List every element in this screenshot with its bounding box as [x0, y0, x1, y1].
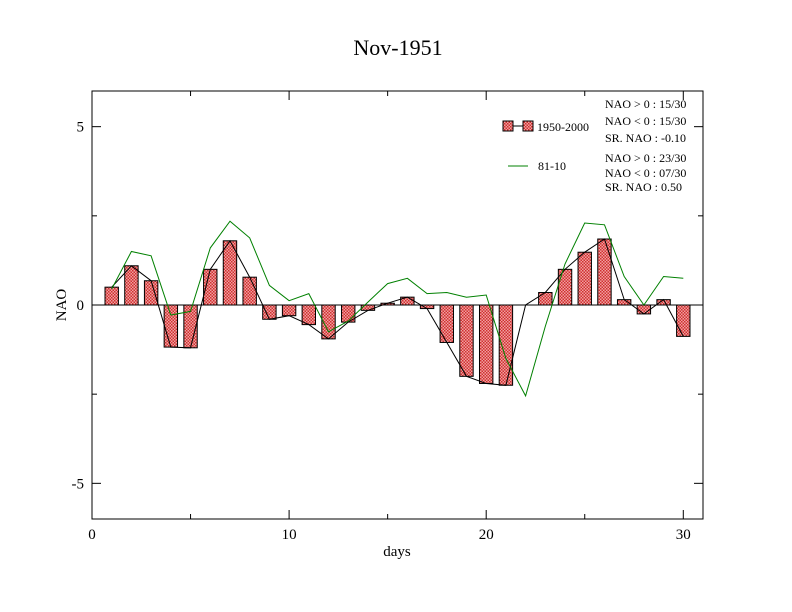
legend-bar-swatch-left — [502, 120, 514, 132]
stats-81-10: NAO > 0 : 23/30 NAO < 0 : 07/30 SR. NAO … — [605, 151, 686, 194]
axis-ticks: 0 10 20 30 -5 0 5 — [72, 91, 703, 543]
bar-day-14 — [360, 304, 376, 311]
x-tick-label: 10 — [282, 527, 297, 543]
y-tick-label: -5 — [72, 476, 85, 492]
bar-day-20 — [478, 304, 494, 384]
bar-day-23 — [538, 292, 553, 306]
x-axis-label: days — [383, 544, 411, 560]
bar-day-18 — [439, 304, 454, 343]
legend-bar-swatch-right — [522, 120, 534, 132]
bar-day-9 — [262, 304, 277, 320]
bar-day-3 — [143, 280, 159, 306]
stats-sr-nao: SR. NAO : 0.50 — [605, 180, 682, 194]
bar-day-19 — [459, 304, 474, 377]
x-tick-label: 30 — [676, 527, 691, 543]
x-tick-label: 0 — [88, 527, 96, 543]
bar-day-1 — [104, 286, 119, 306]
bar-day-10 — [281, 304, 297, 317]
stats-positive-count: NAO > 0 : 23/30 — [605, 151, 686, 165]
bar-day-11 — [301, 304, 317, 326]
legend: 1950-2000 81-10 NAO > 0 : 15/30 NAO < 0 … — [502, 97, 686, 194]
legend-label-1950-2000: 1950-2000 — [537, 120, 589, 134]
y-tick-label: 5 — [77, 120, 85, 136]
bar-day-8 — [242, 276, 257, 306]
stats-sr-nao: SR. NAO : -0.10 — [605, 131, 686, 145]
stats-positive-count: NAO > 0 : 15/30 — [605, 97, 686, 111]
stats-1950-2000: NAO > 0 : 15/30 NAO < 0 : 15/30 SR. NAO … — [605, 97, 686, 145]
line-81-10 — [111, 220, 684, 398]
stats-negative-count: NAO < 0 : 15/30 — [605, 114, 686, 128]
y-axis-label: NAO — [54, 289, 70, 322]
bars-1950-2000 — [104, 238, 691, 386]
chart-title: Nov-1951 — [353, 35, 442, 60]
bar-day-30 — [676, 304, 691, 337]
bar-day-4 — [163, 304, 179, 348]
bar-day-2 — [124, 265, 139, 306]
bar-day-28 — [636, 304, 652, 315]
legend-label-81-10: 81-10 — [538, 159, 566, 173]
bar-day-26 — [597, 238, 612, 306]
line-1950-2000 — [111, 238, 684, 386]
stats-negative-count: NAO < 0 : 07/30 — [605, 166, 686, 180]
bar-day-27 — [616, 299, 632, 306]
series-lines — [111, 220, 684, 398]
bar-day-25 — [577, 251, 592, 306]
bar-day-21 — [498, 304, 514, 386]
x-tick-label: 20 — [479, 527, 494, 543]
y-tick-label: 0 — [77, 298, 85, 314]
